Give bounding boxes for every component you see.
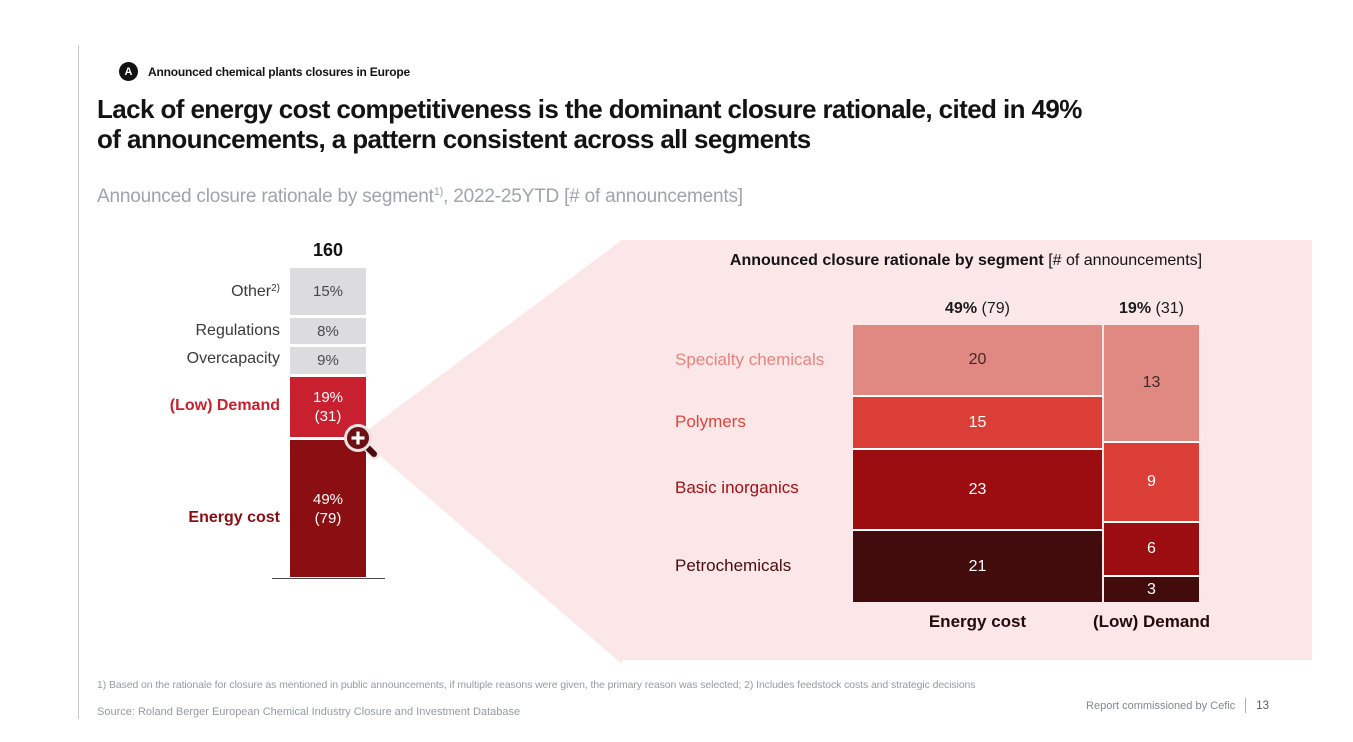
panel-title: Announced closure rationale by segment [… [620,252,1312,270]
logo-letter: A [124,65,133,78]
column-header-demand-count: (31) [1151,300,1184,317]
bar-segment-energy: 49% (79) [290,440,366,577]
bar-segment-overcapacity: 9% [290,347,366,374]
label-regulations: Regulations [195,322,281,339]
cell-demand-basic-inorganics-value: 6 [1147,540,1156,557]
segment-demand-pct: 19% [312,389,344,406]
label-overcapacity: Overcapacity [186,350,280,367]
zoom-magnifier-icon [342,422,384,464]
cell-energy-basic-inorganics: 23 [853,448,1102,529]
segment-energy-pct: 49% [312,490,344,508]
axis-label-low-demand: (Low) Demand [1092,612,1211,631]
segment-demand-count: (31) [314,408,342,425]
zoom-detail-panel: Announced closure rationale by segment [… [620,240,1312,660]
label-demand: (Low) Demand [169,397,280,414]
footnote-ref-1: 1) [433,186,444,198]
page-title: Lack of energy cost competitiveness is t… [97,94,1082,154]
marimekko-column-demand: 13 9 6 3 [1104,325,1199,602]
page-title-line1: Lack of energy cost competitiveness is t… [97,94,1082,124]
footer-divider [1245,698,1247,713]
segment-regulations-value: 8% [317,322,339,340]
cell-demand-petrochemicals: 3 [1104,575,1199,602]
segment-other-value: 15% [312,283,344,300]
bar-segment-regulations: 8% [290,318,366,344]
page-title-line2: of announcements, a pattern consistent a… [97,124,811,154]
panel-title-bold: Announced closure rationale by segment [729,252,1044,269]
row-label-specialty-chemicals: Specialty chemicals [675,350,825,369]
cell-demand-specialty-value: 13 [1142,374,1161,391]
column-header-demand-pct: 19% [1119,300,1152,317]
panel-title-normal: [# of announcements] [1043,252,1203,269]
chart-subtitle-suffix: , 2022-25YTD [# of announcements] [443,186,743,207]
column-header-energy: 49% (79) [853,300,1102,318]
label-other-text: Other [231,283,272,300]
bar-segment-other: 15% [290,268,366,315]
row-label-basic-inorganics: Basic inorganics [675,478,799,497]
marimekko-column-energy: 20 15 23 21 [853,325,1102,602]
footnote-ref-2: 2) [271,283,280,294]
cell-energy-specialty-value: 20 [968,351,987,368]
segment-overcapacity-value: 9% [317,352,339,369]
segment-energy-value: 49% (79) [313,490,343,528]
cell-demand-specialty: 13 [1104,325,1199,441]
cell-energy-petrochemicals-value: 21 [968,557,987,575]
cell-demand-polymers-value: 9 [1147,473,1156,490]
footer-right: Report commissioned by Cefic 13 [1086,698,1269,713]
segment-demand-value: 19% (31) [313,388,343,426]
axis-label-energy-cost: Energy cost [928,612,1027,631]
cell-demand-petrochemicals-value: 3 [1147,580,1156,598]
cell-demand-basic-inorganics: 6 [1104,521,1199,575]
zoom-beam-shape [358,240,622,664]
slide-left-border [78,45,79,719]
column-header-energy-pct: 49% [945,300,978,317]
column-header-energy-count: (79) [977,300,1010,317]
cell-energy-polymers-value: 15 [968,413,987,431]
report-logo-icon: A [119,62,138,81]
cell-energy-specialty: 20 [853,325,1102,395]
cell-energy-petrochemicals: 21 [853,529,1102,602]
source-text: Source: Roland Berger European Chemical … [97,706,521,718]
row-label-polymers: Polymers [675,412,746,431]
commission-text: Report commissioned by Cefic [1086,699,1236,712]
segment-energy-count: (79) [314,509,342,527]
cell-demand-polymers: 9 [1104,441,1199,521]
row-label-petrochemicals: Petrochemicals [675,556,792,575]
stacked-bar-total: 160 [312,240,344,260]
chart-subtitle: Announced closure rationale by segment1)… [97,186,743,208]
bar-segment-demand: 19% (31) [290,377,366,437]
column-header-demand: 19% (31) [1074,300,1229,318]
label-energy: Energy cost [188,509,280,526]
page-number: 13 [1256,699,1269,712]
cell-energy-polymers: 15 [853,395,1102,448]
cell-energy-basic-inorganics-value: 23 [968,480,987,498]
bar-baseline [272,578,385,579]
chart-subtitle-text: Announced closure rationale by segment [97,186,434,207]
chapter-kicker: Announced chemical plants closures in Eu… [148,65,410,79]
footnote-text: 1) Based on the rationale for closure as… [97,679,976,691]
label-other: Other2) [100,283,280,301]
